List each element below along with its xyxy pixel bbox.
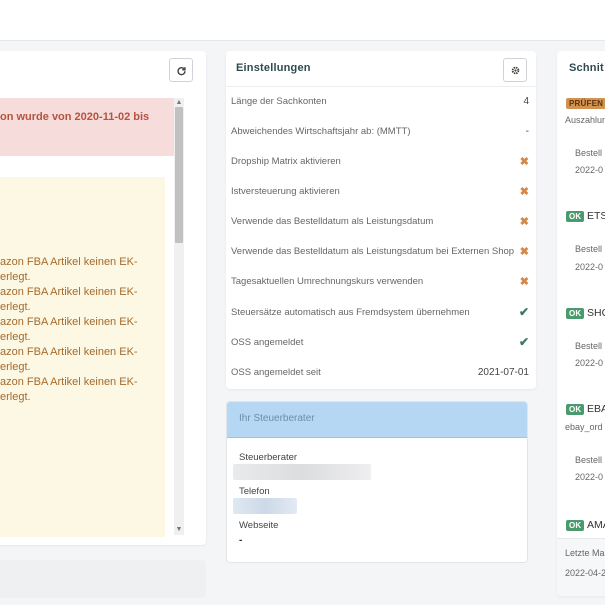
advisor-website-label: Webseite bbox=[239, 520, 279, 531]
warning-line: erlegt. bbox=[0, 331, 31, 343]
order-label: Bestell bbox=[575, 455, 603, 465]
cross-icon: ✖ bbox=[519, 185, 529, 198]
shop-name[interactable]: AMA bbox=[587, 519, 605, 531]
order-date: 2022-0 bbox=[575, 472, 604, 482]
status-badge: OK bbox=[566, 308, 585, 319]
order-date: 2022-0 bbox=[575, 358, 604, 368]
top-bar bbox=[0, 0, 605, 41]
setting-row: Istversteuerung aktivieren ✖ bbox=[231, 176, 529, 206]
error-alert: on wurde von 2020-11-02 bis bbox=[0, 98, 174, 156]
warning-line: azon FBA Artikel keinen EK- bbox=[0, 286, 138, 298]
advisor-phone-label: Telefon bbox=[239, 486, 270, 497]
interfaces-panel: Schnit PRÜFEN Auszahlun Bestell 2022-0 O… bbox=[557, 51, 605, 596]
cross-icon: ✖ bbox=[519, 275, 529, 288]
setting-value: - bbox=[525, 125, 529, 137]
warning-alert: azon FBA Artikel keinen EK- erlegt. azon… bbox=[0, 177, 165, 537]
interfaces-title: Schnit bbox=[569, 62, 604, 74]
tax-advisor-title: Ihr Steuerberater bbox=[239, 413, 315, 424]
setting-row: Abweichendes Wirtschaftsjahr ab: (MMTT) - bbox=[231, 116, 529, 146]
tax-advisor-header: Ihr Steuerberater bbox=[227, 402, 527, 438]
scroll-down-arrow-icon[interactable]: ▼ bbox=[175, 526, 183, 533]
last-update-date: 2022-04-2 bbox=[565, 568, 605, 578]
scroll-up-arrow-icon[interactable]: ▲ bbox=[175, 99, 183, 106]
setting-label: Tagesaktuellen Umrechnungskurs verwenden bbox=[231, 275, 424, 287]
status-badge: OK bbox=[566, 211, 585, 222]
check-icon: ✔ bbox=[518, 305, 529, 319]
setting-label: OSS angemeldet bbox=[231, 336, 304, 348]
scrollbar-thumb[interactable] bbox=[175, 107, 183, 243]
shop-name[interactable]: ETS bbox=[587, 210, 605, 222]
order-date: 2022-0 bbox=[575, 165, 604, 175]
cross-icon: ✖ bbox=[519, 215, 529, 228]
alerts-panel: on wurde von 2020-11-02 bis azon FBA Art… bbox=[0, 51, 206, 545]
setting-row: Verwende das Bestelldatum als Leistungsd… bbox=[231, 236, 529, 266]
advisor-name-label: Steuerberater bbox=[239, 452, 298, 463]
setting-label: Verwende das Bestelldatum als Leistungsd… bbox=[231, 245, 515, 257]
warning-line: erlegt. bbox=[0, 391, 31, 403]
scrollbar-track[interactable] bbox=[174, 98, 184, 535]
settings-title: Einstellungen bbox=[236, 62, 311, 74]
setting-label: OSS angemeldet seit bbox=[231, 366, 321, 378]
advisor-phone-redacted bbox=[233, 498, 297, 514]
last-update-label: Letzte Ma bbox=[565, 548, 605, 558]
shop-name[interactable]: SHO bbox=[587, 307, 605, 319]
warning-line: erlegt. bbox=[0, 271, 31, 283]
setting-label: Steuersätze automatisch aus Fremdsystem … bbox=[231, 306, 470, 318]
warning-line: erlegt. bbox=[0, 361, 31, 373]
order-id-label: ebay_ord bbox=[565, 422, 603, 432]
settings-panel: Einstellungen Länge der Sachkonten 4 Abwe… bbox=[226, 51, 536, 389]
warning-line: azon FBA Artikel keinen EK- bbox=[0, 376, 138, 388]
setting-value: 2021-07-01 bbox=[477, 366, 529, 378]
check-icon: ✔ bbox=[518, 335, 529, 349]
refresh-button[interactable] bbox=[169, 58, 193, 82]
setting-row: Länge der Sachkonten 4 bbox=[231, 86, 529, 116]
setting-row: OSS angemeldet seit 2021-07-01 bbox=[231, 357, 529, 387]
setting-row: Verwende das Bestelldatum als Leistungsd… bbox=[231, 206, 529, 236]
setting-row: OSS angemeldet ✔ bbox=[231, 327, 529, 357]
setting-row: Dropship Matrix aktivieren ✖ bbox=[231, 146, 529, 176]
order-label: Bestell bbox=[575, 244, 603, 254]
setting-label: Istversteuerung aktivieren bbox=[231, 185, 340, 197]
order-date: 2022-0 bbox=[575, 262, 604, 272]
settings-button[interactable] bbox=[503, 58, 527, 82]
status-badge: PRÜFEN bbox=[566, 98, 605, 109]
left-lower-card bbox=[0, 560, 206, 598]
setting-label: Länge der Sachkonten bbox=[231, 95, 327, 107]
interfaces-footer: Letzte Ma 2022-04-2 bbox=[557, 538, 605, 596]
gear-icon bbox=[511, 66, 519, 74]
payout-label: Auszahlun bbox=[565, 115, 605, 125]
error-alert-text: on wurde von 2020-11-02 bis bbox=[0, 111, 150, 123]
status-badge: OK bbox=[566, 520, 585, 531]
warning-line: azon FBA Artikel keinen EK- bbox=[0, 256, 138, 268]
warning-line: erlegt. bbox=[0, 301, 31, 313]
setting-value: 4 bbox=[523, 95, 529, 107]
shop-name[interactable]: EBA bbox=[587, 403, 605, 415]
tax-advisor-panel: Ihr Steuerberater Steuerberater Telefon … bbox=[226, 401, 528, 563]
setting-row: Steuersätze automatisch aus Fremdsystem … bbox=[231, 297, 529, 327]
setting-label: Dropship Matrix aktivieren bbox=[231, 155, 341, 167]
order-label: Bestell bbox=[575, 148, 603, 158]
advisor-name-redacted bbox=[233, 464, 371, 480]
cross-icon: ✖ bbox=[519, 155, 529, 168]
cross-icon: ✖ bbox=[519, 245, 529, 258]
warning-line: azon FBA Artikel keinen EK- bbox=[0, 316, 138, 328]
setting-label: Verwende das Bestelldatum als Leistungsd… bbox=[231, 215, 434, 227]
advisor-website-value: - bbox=[239, 535, 243, 546]
setting-label: Abweichendes Wirtschaftsjahr ab: (MMTT) bbox=[231, 125, 411, 137]
setting-row: Tagesaktuellen Umrechnungskurs verwenden… bbox=[231, 266, 529, 296]
status-badge: OK bbox=[566, 404, 585, 415]
settings-divider bbox=[226, 86, 536, 87]
refresh-icon bbox=[176, 66, 186, 75]
warning-line: azon FBA Artikel keinen EK- bbox=[0, 346, 138, 358]
order-label: Bestell bbox=[575, 341, 603, 351]
